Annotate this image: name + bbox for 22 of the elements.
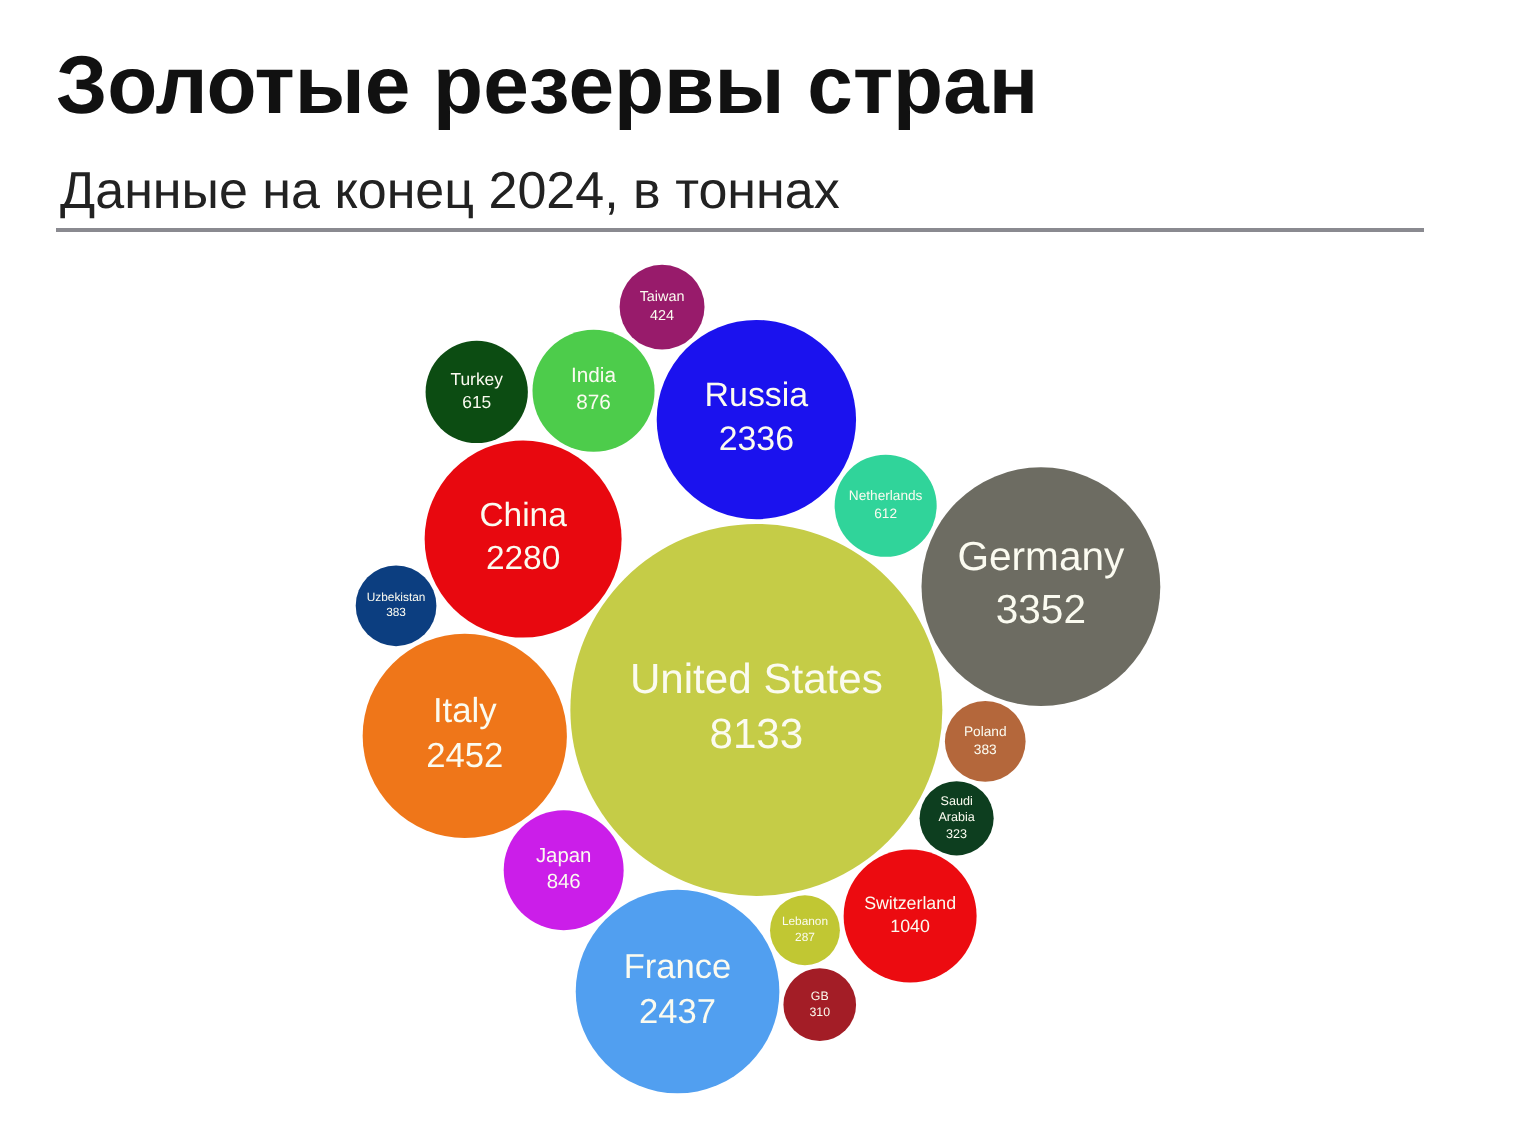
- category-label: Japan: [535, 846, 592, 868]
- category-label: Turkey: [450, 369, 505, 390]
- data-label: 846: [546, 872, 582, 895]
- data-label: 1040: [890, 916, 931, 937]
- data-label: 615: [462, 391, 492, 412]
- category-label: France: [623, 945, 732, 986]
- category-label: Germany: [957, 536, 1127, 581]
- text: Данные на конец 2024, в тоннах: [60, 160, 840, 220]
- data-label: 2452: [426, 735, 504, 776]
- category-label: India: [571, 366, 617, 389]
- category-label: United States: [629, 657, 883, 704]
- category-label: China: [479, 495, 569, 534]
- data-label: 2336: [718, 420, 795, 459]
- data-label: 876: [576, 393, 612, 416]
- data-label: 2280: [485, 539, 561, 578]
- data-label: 3352: [995, 589, 1087, 634]
- text: Золотые резервы стран: [56, 39, 1039, 132]
- category-label: Switzerland: [864, 892, 957, 913]
- category-label: Italy: [432, 689, 498, 730]
- category-label: Russia: [704, 376, 810, 415]
- data-label: 8133: [709, 711, 804, 758]
- data-label: 2437: [639, 990, 717, 1031]
